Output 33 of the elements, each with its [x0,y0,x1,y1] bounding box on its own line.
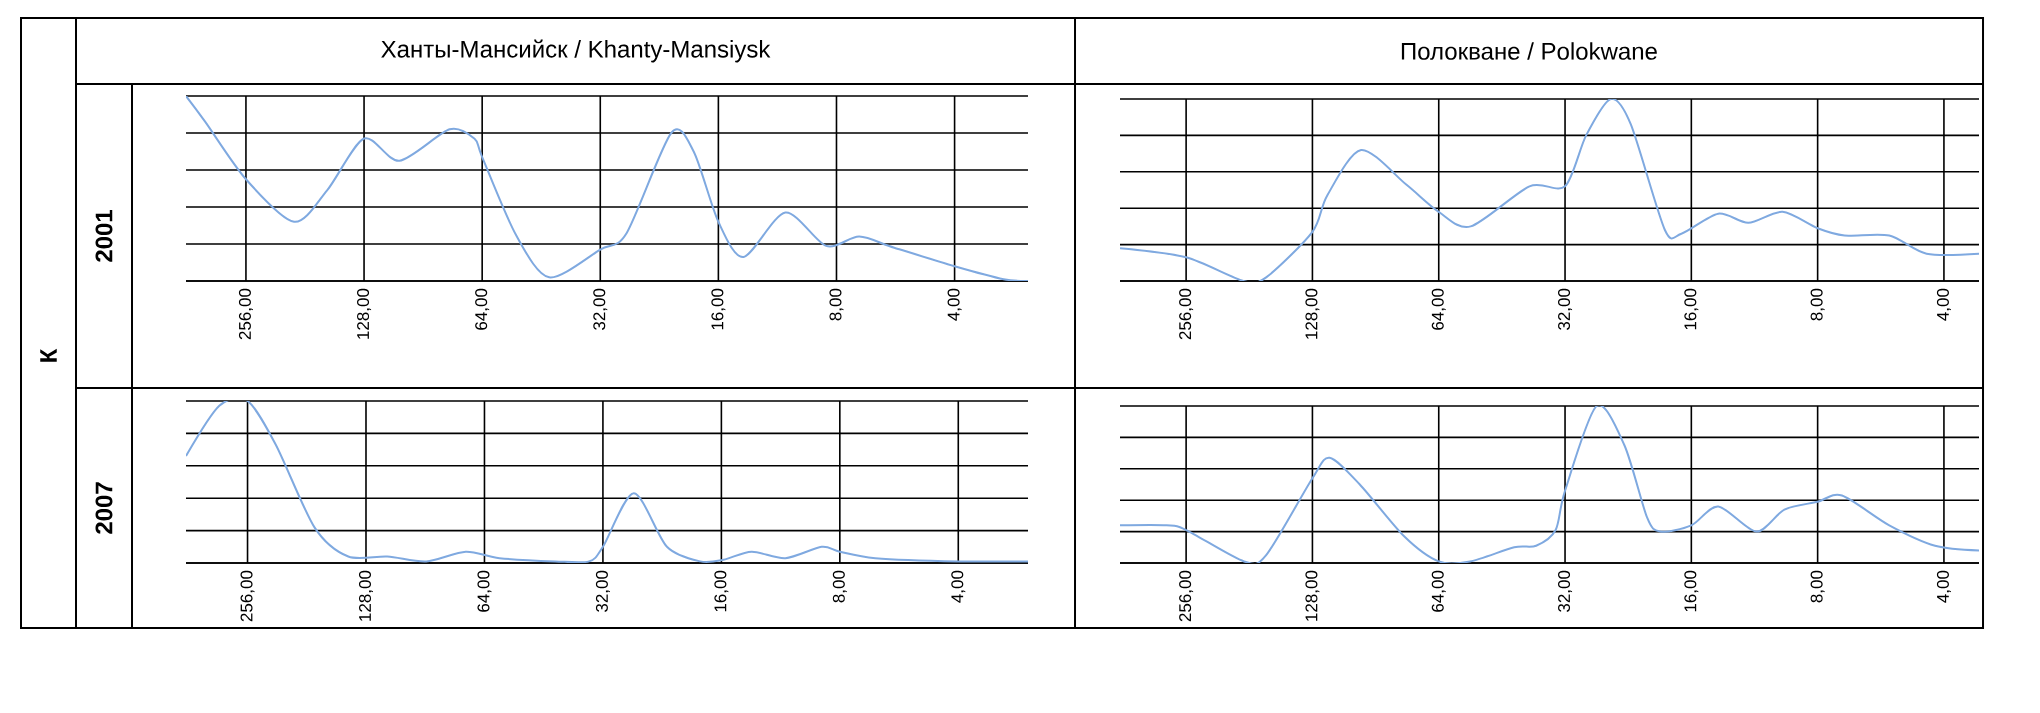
chart-title: Ханты-Мансийск / Khanty-Mansiysk [381,39,771,63]
x-tick-label: 64,00 [1431,570,1446,612]
x-tick-label: 8,00 [832,570,847,603]
x-tick-label: 32,00 [1558,288,1573,330]
x-tick-label: 64,00 [475,288,490,330]
x-tick-label: 4,00 [951,570,966,603]
x-tick-label: 64,00 [477,570,492,612]
x-tick-label: 32,00 [593,288,608,330]
x-tick-label: 8,00 [1810,570,1825,603]
y-axis-title: 2007 [95,482,113,534]
x-tick-label: 8,00 [829,288,844,321]
x-tick-label: 128,00 [358,570,374,621]
chart-title: Полокване / Polokwane [1401,42,1657,60]
x-tick-label: 256,00 [238,288,253,340]
text: К [40,348,57,362]
x-tick-label: 256,00 [1179,570,1194,622]
x-tick-label: 8,00 [1810,288,1825,321]
y-axis-title: 2001 [95,210,113,262]
x-tick-label: 16,00 [1684,288,1699,330]
x-tick-label: 16,00 [1684,570,1699,612]
x-tick-label: 64,00 [1431,288,1446,330]
x-tick-label: 256,00 [240,570,255,622]
x-tick-label: 4,00 [947,288,962,321]
x-tick-label: 16,00 [714,570,729,612]
x-tick-label: 4,00 [1936,288,1951,321]
x-tick-label: 128,00 [1305,288,1320,339]
x-tick-label: 128,00 [357,288,372,339]
x-tick-label: 16,00 [711,288,726,330]
x-tick-label: 128,00 [1305,570,1320,621]
x-tick-label: 32,00 [1558,570,1573,612]
x-tick-label: 4,00 [1936,570,1951,603]
x-tick-label: 32,00 [595,570,610,612]
x-tick-label: 256,00 [1179,288,1194,340]
